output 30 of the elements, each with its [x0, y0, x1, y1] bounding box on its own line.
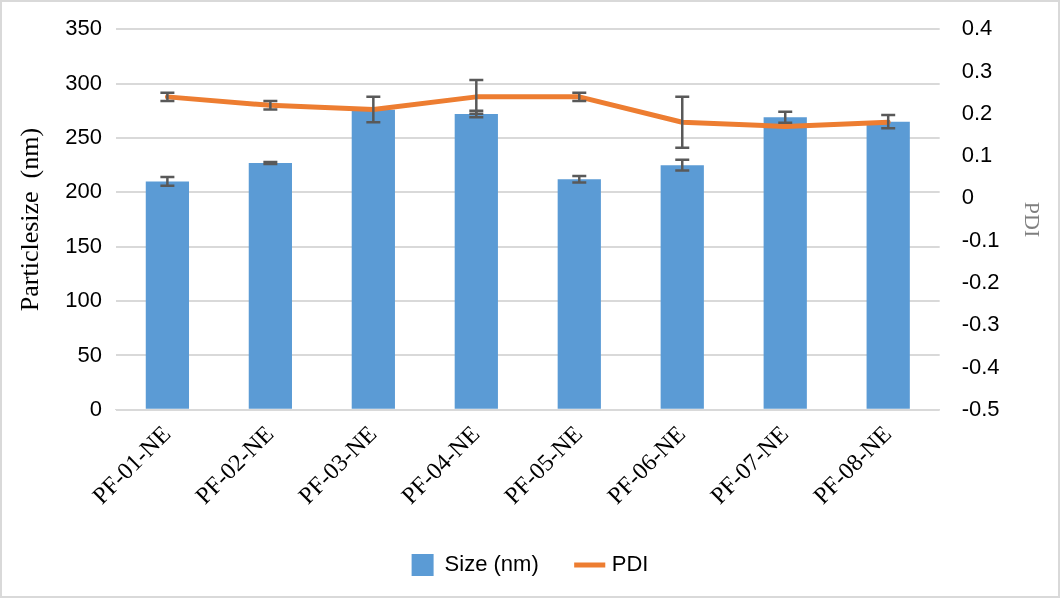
bar — [351, 109, 395, 409]
y-tick-label: 350 — [65, 15, 102, 41]
y-tick-label: 300 — [65, 69, 102, 95]
bar — [660, 165, 704, 409]
y-tick-label: 100 — [65, 287, 102, 313]
y-tick-label: 250 — [65, 124, 102, 150]
y2-tick-label: -0.2 — [961, 269, 1000, 295]
legend-label: PDI — [611, 551, 649, 577]
bar — [145, 181, 190, 409]
bar — [557, 179, 601, 409]
y2-tick-label: 0 — [961, 184, 974, 210]
y-tick-label: 50 — [77, 341, 102, 367]
y2-tick-label: 0.2 — [961, 99, 993, 125]
y2-tick-label: -0.5 — [961, 395, 1000, 421]
y2-tick-label: -0.3 — [961, 311, 1000, 337]
y2-tick-label: -0.4 — [961, 353, 1000, 379]
bar — [763, 117, 807, 409]
y-tick-label: 200 — [65, 178, 102, 204]
y2-tick-label: 0.4 — [961, 15, 993, 41]
y2-tick-label: 0.3 — [961, 57, 993, 83]
legend-label: Size (nm) — [444, 551, 539, 577]
y2-axis-title: PDI — [1020, 201, 1046, 238]
y-tick-label: 0 — [89, 395, 102, 421]
bar — [454, 114, 498, 409]
bar — [248, 162, 292, 409]
y-tick-label: 150 — [65, 232, 102, 258]
y-axis-title: Particlesize (nm) — [15, 127, 45, 312]
y2-tick-label: 0.1 — [961, 142, 993, 168]
y2-tick-label: -0.1 — [961, 226, 1000, 252]
bar — [866, 121, 910, 409]
